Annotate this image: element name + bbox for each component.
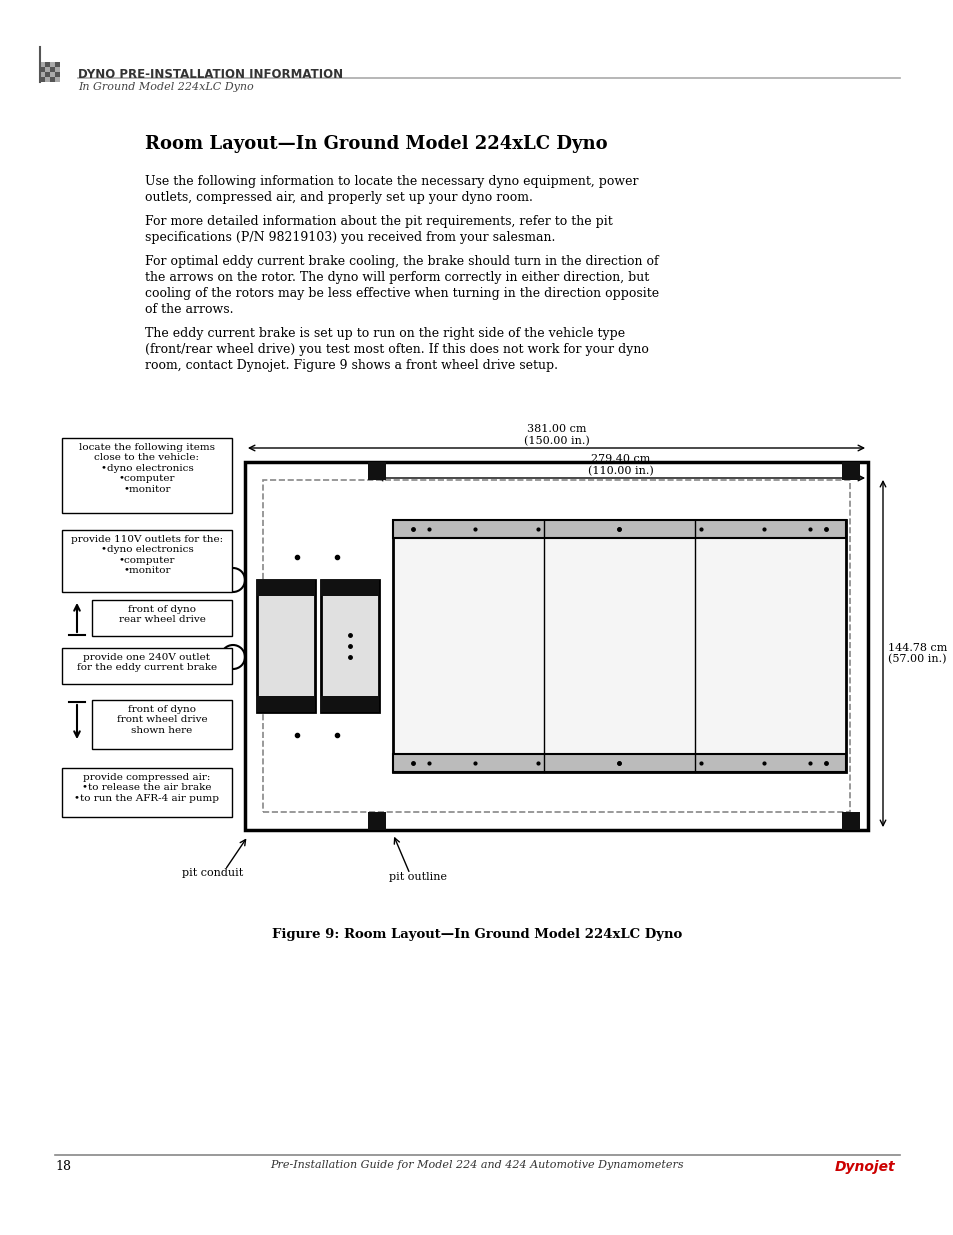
FancyBboxPatch shape bbox=[91, 700, 232, 748]
Bar bbox=[40, 72, 45, 77]
Text: Pre-Installation Guide for Model 224 and 424 Automotive Dynamometers: Pre-Installation Guide for Model 224 and… bbox=[270, 1160, 683, 1170]
Bar bbox=[50, 67, 55, 72]
Bar bbox=[393, 755, 845, 772]
Text: In Ground Model 224xLC Dyno: In Ground Model 224xLC Dyno bbox=[78, 82, 253, 91]
Text: of the arrows.: of the arrows. bbox=[145, 303, 233, 316]
Bar bbox=[45, 67, 50, 72]
Bar bbox=[45, 62, 50, 67]
Text: outlets, compressed air, and properly set up your dyno room.: outlets, compressed air, and properly se… bbox=[145, 191, 533, 204]
FancyBboxPatch shape bbox=[91, 600, 232, 636]
Bar bbox=[368, 462, 386, 480]
Bar bbox=[55, 62, 60, 67]
Text: room, contact Dynojet. Figure 9 shows a front wheel drive setup.: room, contact Dynojet. Figure 9 shows a … bbox=[145, 359, 558, 372]
Bar bbox=[841, 811, 859, 830]
Text: Dynojet: Dynojet bbox=[834, 1160, 894, 1174]
Text: For more detailed information about the pit requirements, refer to the pit: For more detailed information about the … bbox=[145, 215, 612, 228]
Bar bbox=[55, 77, 60, 82]
Text: cooling of the rotors may be less effective when turning in the direction opposi: cooling of the rotors may be less effect… bbox=[145, 287, 659, 300]
Bar bbox=[320, 697, 378, 713]
Text: 18: 18 bbox=[55, 1160, 71, 1173]
Bar bbox=[393, 520, 845, 772]
Bar bbox=[256, 580, 314, 713]
Text: front of dyno
rear wheel drive: front of dyno rear wheel drive bbox=[118, 605, 205, 625]
Bar bbox=[320, 580, 378, 597]
Text: pit conduit: pit conduit bbox=[182, 868, 243, 878]
FancyBboxPatch shape bbox=[62, 438, 232, 513]
Text: For optimal eddy current brake cooling, the brake should turn in the direction o: For optimal eddy current brake cooling, … bbox=[145, 254, 658, 268]
Bar bbox=[50, 72, 55, 77]
Bar bbox=[263, 480, 849, 811]
Bar bbox=[45, 72, 50, 77]
Text: specifications (P/N 98219103) you received from your salesman.: specifications (P/N 98219103) you receiv… bbox=[145, 231, 555, 245]
Bar bbox=[50, 77, 55, 82]
Text: front of dyno
front wheel drive
shown here: front of dyno front wheel drive shown he… bbox=[116, 705, 207, 735]
Bar bbox=[45, 77, 50, 82]
Bar bbox=[320, 580, 378, 713]
Text: Figure 9: Room Layout—In Ground Model 224xLC Dyno: Figure 9: Room Layout—In Ground Model 22… bbox=[272, 927, 681, 941]
Bar bbox=[256, 697, 314, 713]
Bar bbox=[245, 462, 867, 830]
Text: provide one 240V outlet
for the eddy current brake: provide one 240V outlet for the eddy cur… bbox=[77, 653, 217, 672]
FancyBboxPatch shape bbox=[62, 768, 232, 818]
Text: DYNO PRE-INSTALLATION INFORMATION: DYNO PRE-INSTALLATION INFORMATION bbox=[78, 68, 343, 82]
Text: provide 110V outlets for the:
•dyno electronics
•computer
•monitor: provide 110V outlets for the: •dyno elec… bbox=[71, 535, 223, 576]
Bar bbox=[55, 67, 60, 72]
FancyBboxPatch shape bbox=[62, 648, 232, 684]
Text: (front/rear wheel drive) you test most often. If this does not work for your dyn: (front/rear wheel drive) you test most o… bbox=[145, 343, 648, 356]
Bar bbox=[256, 580, 314, 597]
FancyBboxPatch shape bbox=[62, 530, 232, 592]
Text: locate the following items
close to the vehicle:
•dyno electronics
•computer
•mo: locate the following items close to the … bbox=[79, 443, 214, 494]
Text: provide compressed air:
•to release the air brake
•to run the AFR-4 air pump: provide compressed air: •to release the … bbox=[74, 773, 219, 803]
Bar bbox=[841, 462, 859, 480]
Bar bbox=[393, 520, 845, 538]
Bar bbox=[368, 811, 386, 830]
Text: 279.40 cm
(110.00 in.): 279.40 cm (110.00 in.) bbox=[587, 454, 653, 475]
Bar bbox=[55, 72, 60, 77]
Text: 144.78 cm
(57.00 in.): 144.78 cm (57.00 in.) bbox=[887, 642, 946, 664]
Text: The eddy current brake is set up to run on the right side of the vehicle type: The eddy current brake is set up to run … bbox=[145, 327, 624, 340]
Text: Use the following information to locate the necessary dyno equipment, power: Use the following information to locate … bbox=[145, 175, 638, 188]
Bar bbox=[50, 62, 55, 67]
Bar bbox=[40, 67, 45, 72]
Text: the arrows on the rotor. The dyno will perform correctly in either direction, bu: the arrows on the rotor. The dyno will p… bbox=[145, 270, 649, 284]
Text: Room Layout—In Ground Model 224xLC Dyno: Room Layout—In Ground Model 224xLC Dyno bbox=[145, 135, 607, 153]
Text: pit outline: pit outline bbox=[389, 872, 447, 882]
Bar bbox=[40, 77, 45, 82]
Bar bbox=[40, 62, 45, 67]
Text: 381.00 cm
(150.00 in.): 381.00 cm (150.00 in.) bbox=[523, 424, 589, 446]
